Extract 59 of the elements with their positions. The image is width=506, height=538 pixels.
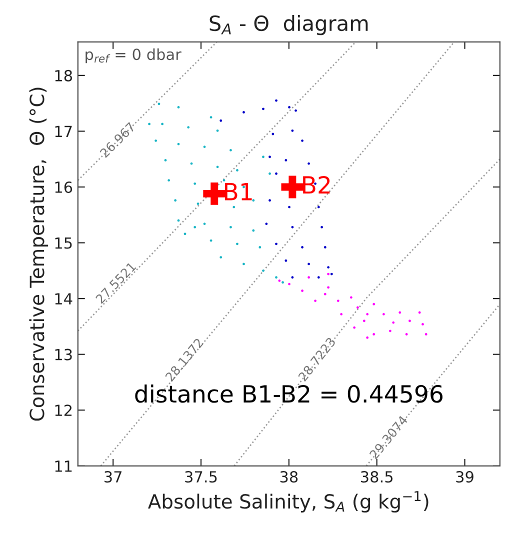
y-tick-label: 11 [55,460,72,472]
point [154,139,158,142]
point [184,232,186,236]
point [265,222,268,226]
point [161,122,164,126]
point [168,179,170,182]
point [327,286,330,289]
point [327,266,330,269]
point [324,292,326,296]
point [203,182,226,205]
y-tick-label: 13 [55,348,72,360]
x-tick-label: 37 [104,471,122,483]
point [158,102,160,106]
y-tick-label: 17 [55,126,72,138]
point [353,326,356,329]
point [252,229,255,232]
point [284,259,288,262]
point [194,182,196,185]
series-label: B1 [225,182,252,200]
annotation: distance B1-B2 = 0.44596 [135,384,442,403]
point [291,129,294,132]
y-tick-label: 14 [55,293,72,304]
y-axis-title: Conservative Temperature, Θ (°C) [29,88,48,421]
series-label: B2 [303,176,330,194]
x-tick-label: 38.5 [361,471,393,483]
point [356,306,359,309]
point [203,146,206,148]
point [392,321,395,324]
point [291,226,294,228]
point [398,311,402,314]
point [216,129,219,132]
point [366,336,369,339]
chart-title: S$_{A}$ - Θ diagram [210,15,368,36]
y-tick-label: 16 [55,181,72,194]
point [350,296,352,299]
point [194,226,196,228]
point [320,226,324,228]
point [220,119,222,122]
y-tick-label: 18 [55,70,72,82]
point [232,206,236,208]
point [174,199,177,202]
x-tick-label: 37.5 [185,471,217,483]
point [366,312,369,316]
point [281,176,304,198]
y-tick-label: 15 [55,237,72,249]
point [317,206,320,208]
point [187,126,190,129]
point [317,276,320,279]
y-tick-label: 12 [55,404,72,416]
point [340,312,343,316]
point [252,199,255,202]
point [362,320,366,322]
point [291,276,294,279]
x-axis-title: Absolute Salinity, S$_{A}$ (g kg$^{−1}$) [148,491,428,513]
annotation: p$_{ref}$ = 0 dbar [86,48,182,64]
point [372,302,376,306]
x-tick-label: 38 [280,471,298,483]
x-tick-label: 39 [456,471,474,483]
point [330,272,333,276]
